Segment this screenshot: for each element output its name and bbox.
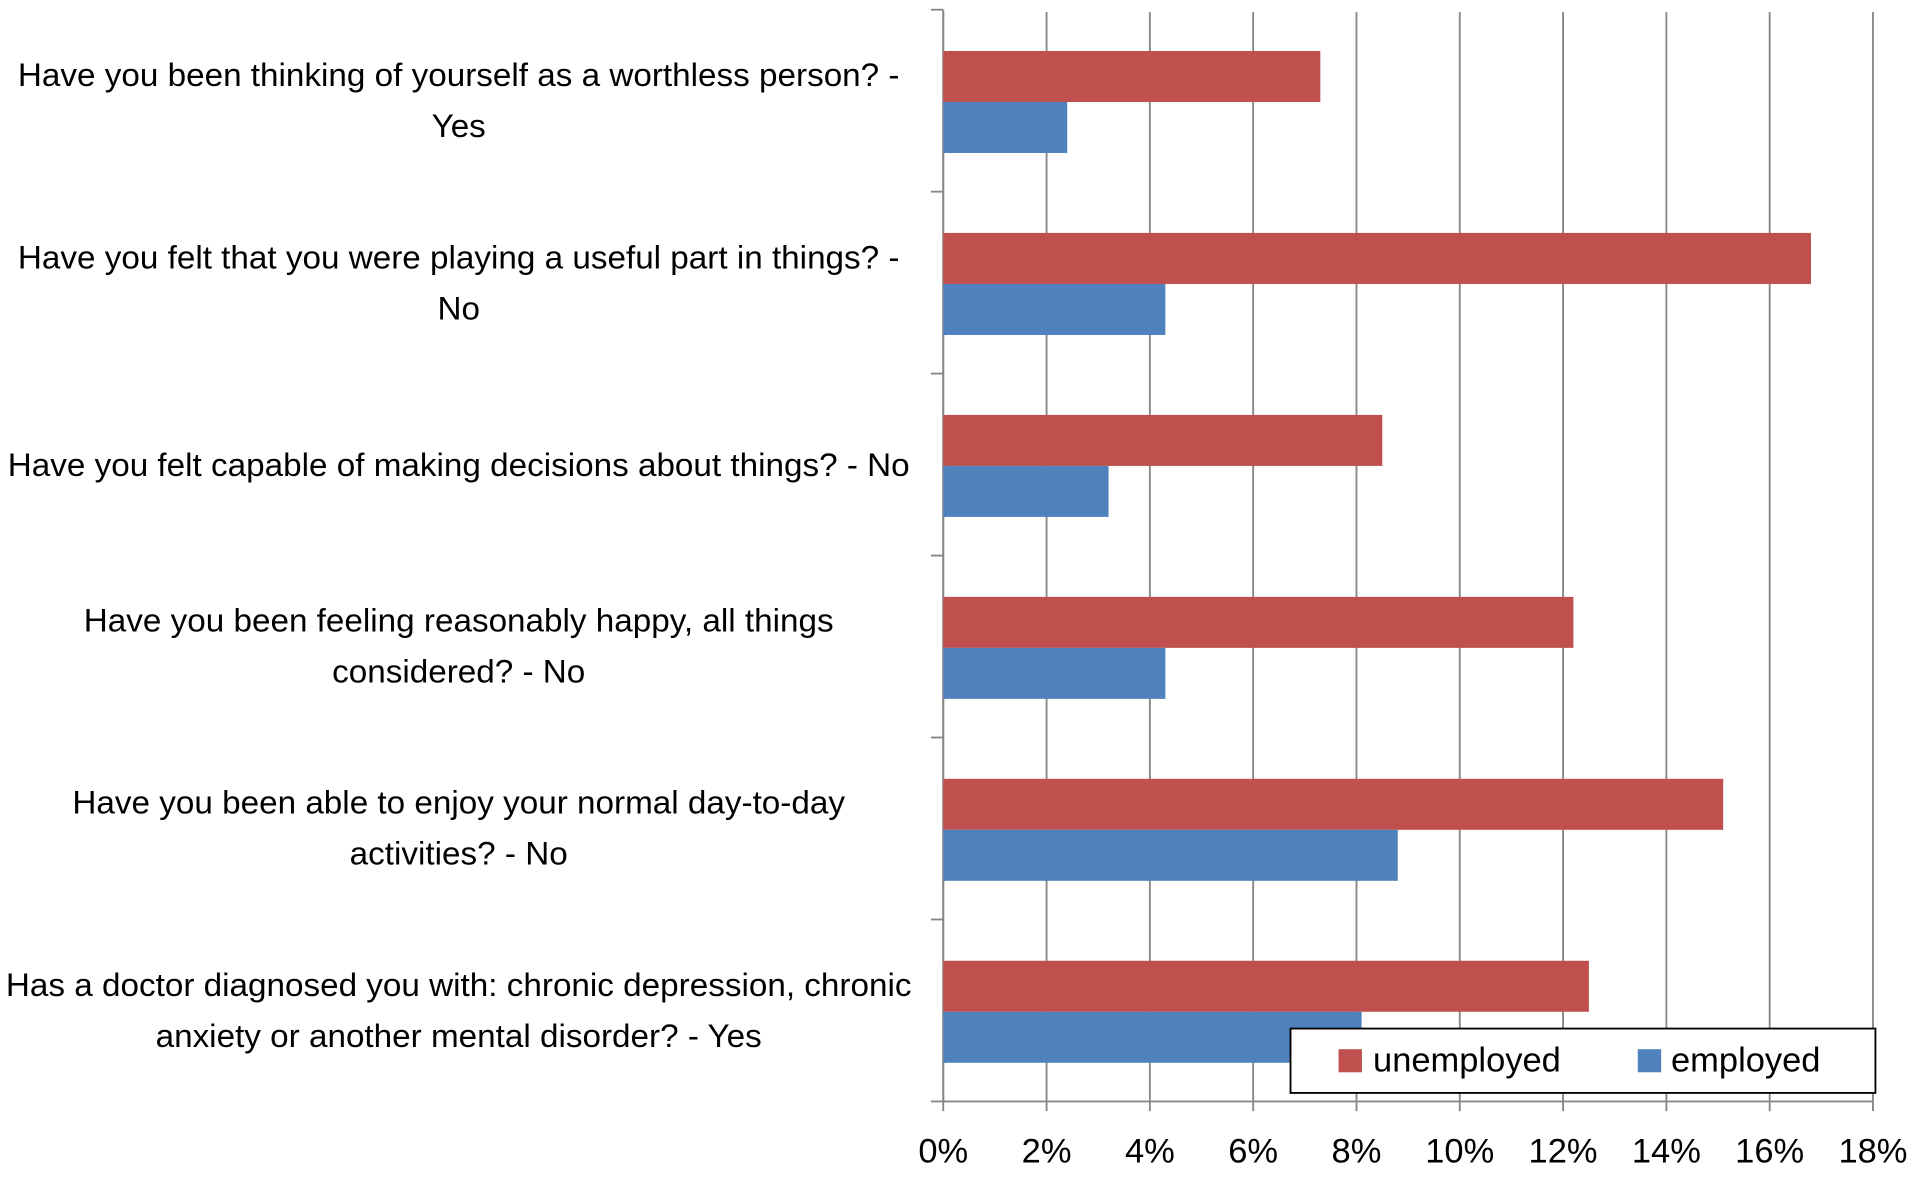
category-label-box: Have you been able to enjoy your normal … xyxy=(72,784,845,873)
x-tick-label: 0% xyxy=(918,1133,968,1171)
category-label-box: Has a doctor diagnosed you with: chronic… xyxy=(5,966,912,1055)
y-tick-label: Have you felt capable of making decision… xyxy=(7,446,910,483)
y-tick-label: Has a doctor diagnosed you with: chronic… xyxy=(5,966,912,1055)
y-tick-label: Have you been thinking of yourself as a … xyxy=(17,56,900,145)
category-label-box: Have you felt capable of making decision… xyxy=(7,446,910,483)
legend-swatch xyxy=(1338,1049,1362,1073)
bar xyxy=(943,960,1589,1012)
x-tick-label: 16% xyxy=(1735,1133,1804,1171)
y-tick-label: Have you felt that you were playing a us… xyxy=(17,238,900,327)
bar xyxy=(943,102,1068,154)
bar xyxy=(943,596,1574,648)
bar xyxy=(943,778,1724,830)
category-label-box: Have you been feeling reasonably happy, … xyxy=(83,602,834,691)
y-tick-label: Have you been able to enjoy your normal … xyxy=(72,784,845,873)
x-tick-label: 4% xyxy=(1125,1133,1175,1171)
x-tick-label: 8% xyxy=(1332,1133,1382,1171)
bar xyxy=(943,51,1321,103)
category-label-box: Have you felt that you were playing a us… xyxy=(17,238,900,327)
bar xyxy=(943,232,1811,284)
legend-box xyxy=(1289,1027,1877,1094)
bar xyxy=(943,647,1166,699)
x-tick-label: 10% xyxy=(1425,1133,1494,1171)
x-tick-label: 2% xyxy=(1022,1133,1072,1171)
x-tick-label: 6% xyxy=(1228,1133,1278,1171)
legend-label: unemployed xyxy=(1373,1042,1561,1080)
category-label-box: Have you been thinking of yourself as a … xyxy=(17,56,900,145)
x-tick-label: 14% xyxy=(1632,1133,1701,1171)
bar xyxy=(943,283,1166,335)
x-tick-label: 18% xyxy=(1838,1133,1907,1171)
legend-label: employed xyxy=(1671,1042,1820,1080)
x-tick-label: 12% xyxy=(1529,1133,1598,1171)
bar xyxy=(943,829,1398,881)
bar xyxy=(943,414,1383,466)
legend-swatch xyxy=(1637,1049,1662,1073)
y-tick-label: Have you been feeling reasonably happy, … xyxy=(83,602,834,691)
bar xyxy=(943,465,1109,517)
